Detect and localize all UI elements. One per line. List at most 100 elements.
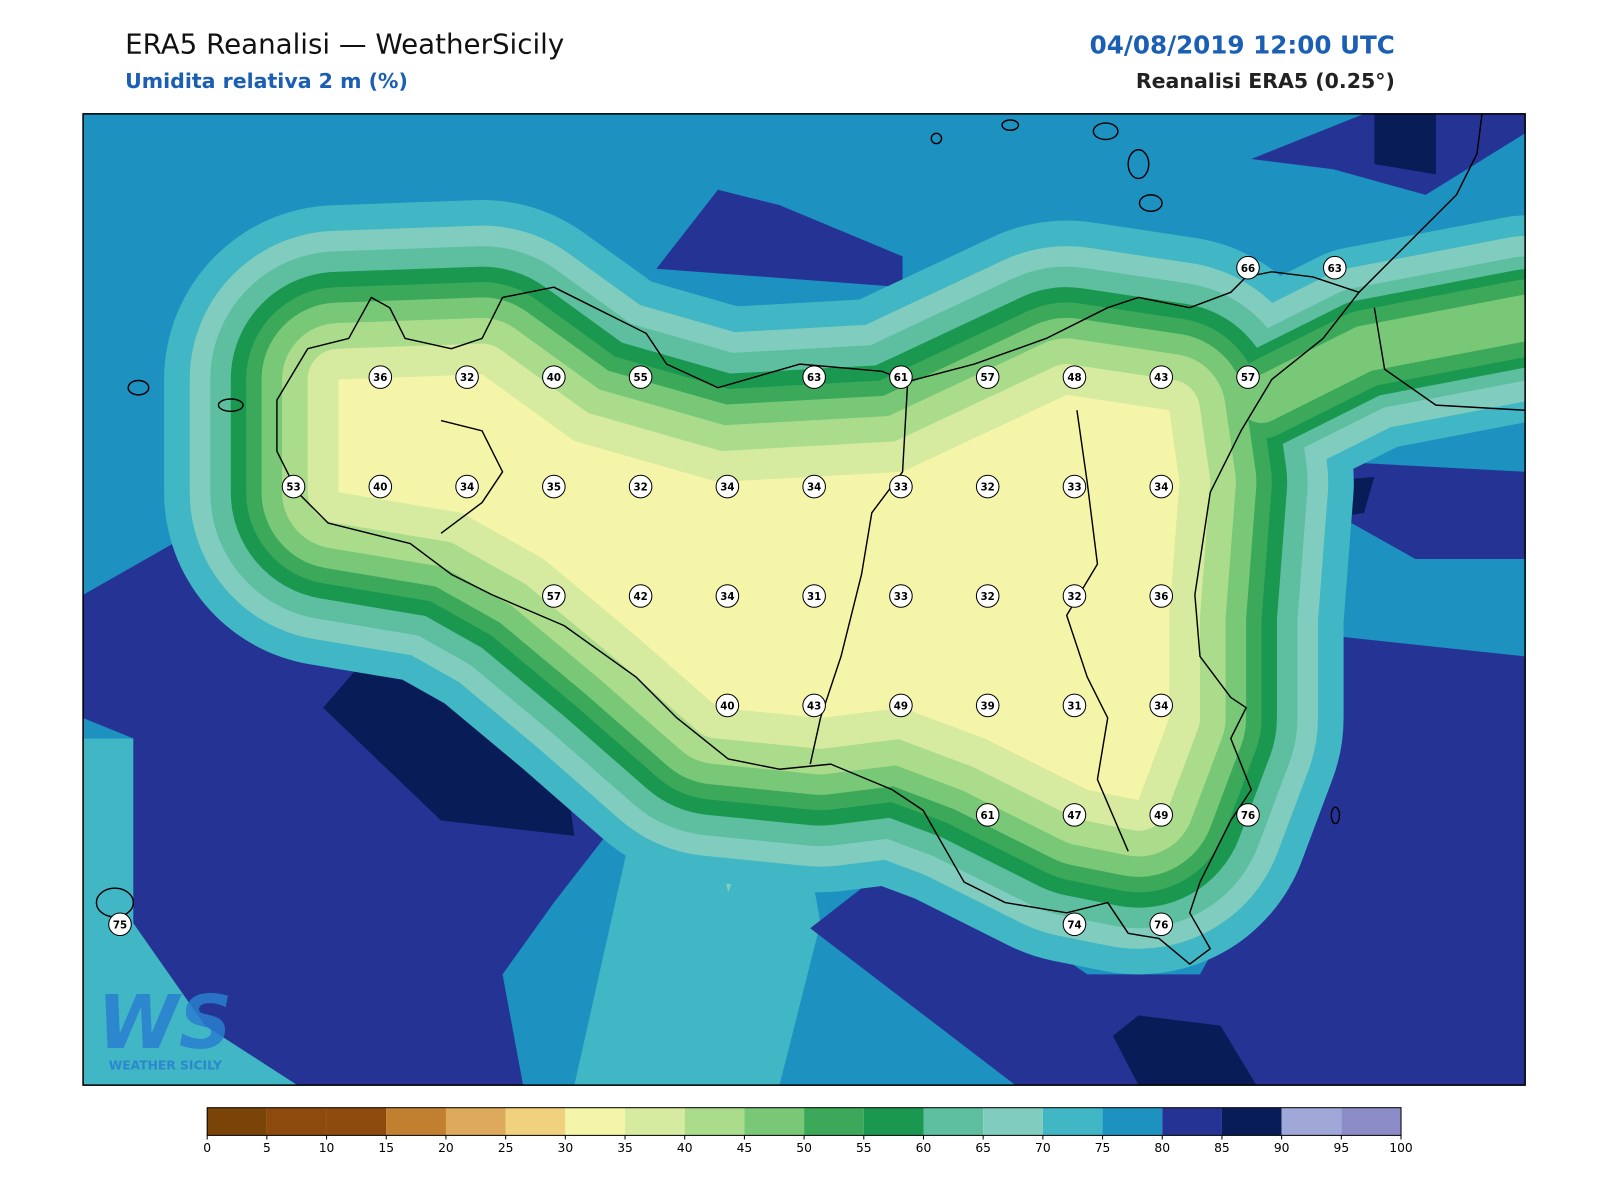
colorbar-tick-label: 10: [319, 1141, 335, 1155]
colorbar-tick-label: 85: [1214, 1141, 1230, 1155]
station-value: 55: [633, 372, 647, 384]
colorbar-tick-label: 20: [438, 1141, 454, 1155]
colorbar-segment: [863, 1107, 924, 1136]
logo-name: WEATHER SICILY: [109, 1059, 223, 1073]
station-marker: [1062, 474, 1087, 499]
island: [1127, 149, 1150, 180]
station-value: 42: [633, 591, 647, 603]
station-marker: [889, 474, 913, 499]
station-marker: [368, 474, 393, 499]
station-marker: [1236, 803, 1260, 827]
station-marker: [455, 365, 479, 389]
colorbar-segment: [1102, 1107, 1163, 1136]
colorbar-segment: [684, 1107, 745, 1136]
field-dark: [810, 635, 1526, 1086]
island: [217, 398, 244, 412]
colorbar-segment: [565, 1107, 626, 1136]
colorbar-segment: [625, 1107, 685, 1136]
station-value: 63: [1328, 263, 1342, 275]
station-value: 32: [981, 591, 995, 603]
colorbar-segment: [923, 1107, 984, 1136]
station-value: 66: [1241, 263, 1255, 275]
station-marker: [281, 474, 306, 499]
station-marker: [628, 365, 653, 389]
station-value: 47: [1067, 810, 1081, 822]
station-value: 57: [547, 591, 561, 603]
station-marker: [1236, 255, 1260, 280]
colorbar-segment: [744, 1107, 805, 1136]
island: [1138, 194, 1163, 212]
station-marker: [715, 693, 740, 718]
station-marker: [1062, 912, 1087, 937]
station-value: 53: [286, 482, 300, 494]
field-dark: [656, 189, 903, 288]
station-marker: [368, 365, 393, 389]
colorbar-tick-label: 40: [677, 1141, 693, 1155]
station-marker: [1236, 365, 1260, 389]
field-darkest: [1374, 113, 1436, 175]
island: [930, 132, 943, 145]
station-value: 33: [894, 482, 908, 494]
station-value: 33: [894, 591, 908, 603]
subtitle: Umidita relativa 2 m (%): [125, 69, 408, 93]
station-value: 76: [1241, 810, 1255, 822]
station-marker: [802, 584, 826, 608]
station-marker: [1322, 255, 1347, 280]
colorbar-tick-label: 25: [498, 1141, 514, 1155]
station-value: 57: [981, 372, 995, 384]
station-marker: [1062, 803, 1087, 827]
station-value: 43: [807, 701, 821, 713]
station-marker: [455, 474, 479, 499]
station-marker: [975, 474, 1000, 499]
station-value: 40: [720, 701, 734, 713]
station-value: 76: [1154, 919, 1168, 931]
colorbar-segment: [266, 1107, 327, 1136]
island: [1001, 119, 1020, 131]
station-marker: [715, 474, 740, 499]
station-value: 57: [1241, 372, 1255, 384]
field-light: [83, 738, 298, 1086]
station-marker: [1149, 584, 1174, 608]
colorbar-tick-label: 70: [1035, 1141, 1051, 1155]
coastline: [276, 271, 1360, 965]
colorbar-tick-label: 30: [558, 1141, 574, 1155]
coastline: [1373, 307, 1526, 411]
station-value: 34: [1154, 482, 1168, 494]
station-marker: [628, 584, 653, 608]
station-marker: [975, 365, 1000, 389]
colorbar-tick-label: 100: [1389, 1141, 1412, 1155]
station-value: 34: [1154, 701, 1168, 713]
coastline: [1358, 113, 1483, 293]
station-marker: [108, 912, 132, 937]
station-marker: [628, 474, 653, 499]
station-marker: [889, 584, 913, 608]
colorbar-segment: [1042, 1107, 1103, 1136]
island: [127, 379, 150, 396]
station-value: 33: [1067, 482, 1081, 494]
station-marker: [1062, 584, 1087, 608]
station-value: 75: [113, 919, 127, 931]
colorbar-tick-label: 90: [1274, 1141, 1290, 1155]
station-value: 34: [720, 482, 734, 494]
colorbar-tick-label: 45: [737, 1141, 753, 1155]
colorbar-segment: [804, 1107, 864, 1136]
province-border: [809, 381, 909, 765]
colorbar-tick-label: 15: [378, 1141, 394, 1155]
title: ERA5 Reanalisi — WeatherSicily: [125, 27, 564, 60]
colorbar-segment: [1221, 1107, 1282, 1136]
station-value: 34: [720, 591, 734, 603]
colorbar-tick-label: 65: [975, 1141, 991, 1155]
colorbar-segment: [983, 1107, 1043, 1136]
station-value: 36: [373, 372, 387, 384]
station-value: 40: [547, 372, 561, 384]
station-value: 34: [460, 482, 474, 494]
station-marker: [715, 584, 740, 608]
station-marker: [1149, 693, 1174, 718]
station-value: 34: [807, 482, 821, 494]
station-marker: [889, 693, 913, 718]
station-value: 31: [807, 591, 821, 603]
station-value: 49: [894, 701, 908, 713]
